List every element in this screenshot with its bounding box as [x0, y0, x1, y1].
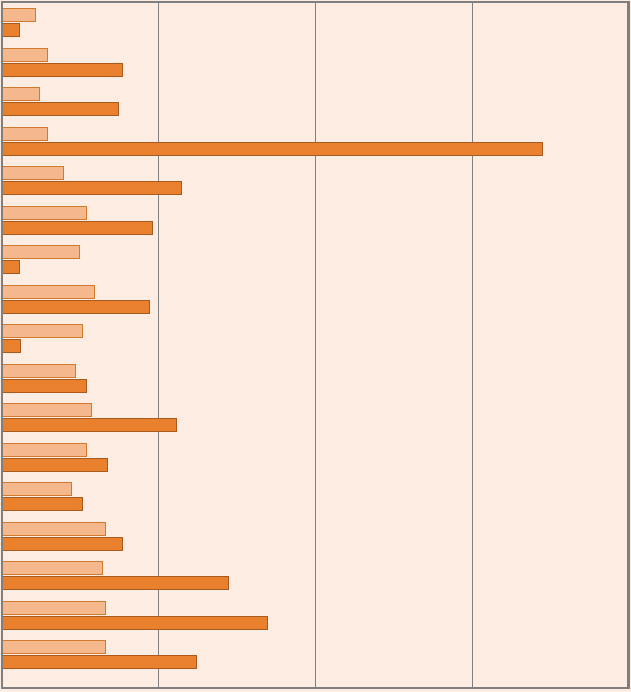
bar-series-a: [1, 324, 83, 338]
bar-series-b: [1, 260, 20, 274]
bar-series-a: [1, 8, 36, 22]
bar-chart: [0, 0, 631, 692]
bar-series-b: [1, 655, 197, 669]
bar-series-a: [1, 443, 87, 457]
bar-series-b: [1, 497, 83, 511]
bar-series-b: [1, 418, 177, 432]
bar-series-b: [1, 616, 268, 630]
bar-series-b: [1, 339, 21, 353]
bar-series-a: [1, 561, 103, 575]
bar-series-a: [1, 127, 48, 141]
bar-series-a: [1, 285, 95, 299]
bar-series-a: [1, 601, 106, 615]
bar-series-a: [1, 364, 76, 378]
bar-series-a: [1, 166, 64, 180]
bar-series-b: [1, 379, 87, 393]
bar-series-b: [1, 102, 119, 116]
bar-series-b: [1, 221, 153, 235]
gridline: [315, 1, 316, 689]
bar-series-b: [1, 300, 150, 314]
bar-series-a: [1, 522, 106, 536]
bar-series-a: [1, 206, 87, 220]
bar-series-a: [1, 640, 106, 654]
bar-series-a: [1, 87, 40, 101]
bar-series-b: [1, 23, 20, 37]
bar-series-b: [1, 142, 543, 156]
gridline: [629, 1, 630, 689]
bar-series-b: [1, 181, 182, 195]
gridline: [472, 1, 473, 689]
bar-series-b: [1, 537, 123, 551]
bar-series-b: [1, 576, 229, 590]
bar-series-a: [1, 245, 80, 259]
bar-series-b: [1, 458, 108, 472]
bar-series-a: [1, 482, 72, 496]
bar-series-b: [1, 63, 123, 77]
plot-area: [1, 1, 629, 689]
bar-series-a: [1, 48, 48, 62]
bar-series-a: [1, 403, 92, 417]
